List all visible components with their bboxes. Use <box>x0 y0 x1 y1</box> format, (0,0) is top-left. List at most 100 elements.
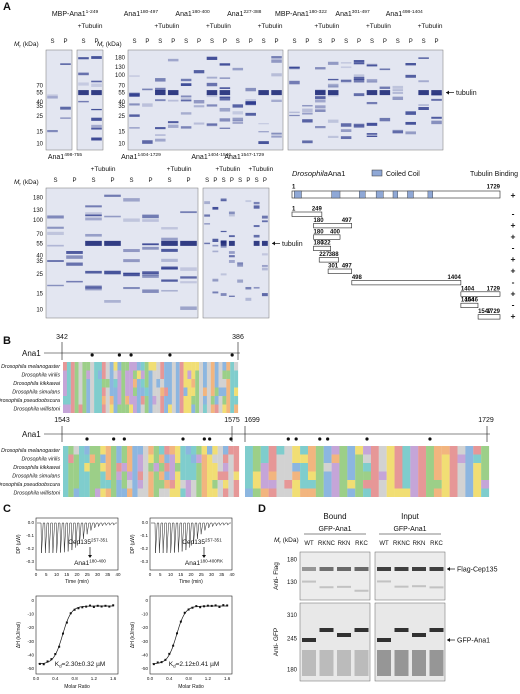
binding-sign-part: - <box>512 277 515 287</box>
marker-label-part: 25 <box>118 114 125 120</box>
alignment-cell <box>449 463 458 472</box>
axis-title-part: Molar Ratio <box>64 684 90 690</box>
blot-smear <box>319 650 334 676</box>
gel-band <box>129 127 140 129</box>
alignment-cell <box>207 471 213 480</box>
lane-label-part: RKC <box>430 541 443 547</box>
gel-band <box>78 82 89 86</box>
alignment-cell <box>109 370 114 379</box>
alignment-cell <box>218 404 223 413</box>
alignment-cell <box>143 471 149 480</box>
tick-label: 1.2 <box>205 676 212 681</box>
alignment-cell <box>100 454 106 463</box>
gel-band <box>245 101 256 106</box>
alignment-cell <box>160 387 165 396</box>
alignment-cell <box>73 463 80 472</box>
legend-label: Coiled Coil <box>386 171 420 178</box>
alignment-cell <box>89 480 96 489</box>
alignment-cell <box>136 370 141 379</box>
alignment-cell <box>121 370 126 379</box>
alignment-cell <box>433 488 442 497</box>
axis-title-part: Molar Ratio <box>178 684 204 690</box>
alignment-cell <box>136 387 141 396</box>
alignment-cell <box>171 370 176 379</box>
gel-band <box>180 99 192 102</box>
isotherm-point <box>164 658 167 661</box>
gel-band <box>392 96 404 101</box>
alignment-cell <box>370 480 379 489</box>
tick-label-part: 30 <box>95 572 101 577</box>
blot-band <box>337 633 351 637</box>
alignment-cell <box>218 362 223 371</box>
blot-band <box>394 628 409 632</box>
tick-label: 35 <box>105 572 111 577</box>
alignment-cell <box>245 446 253 455</box>
alignment-cell <box>148 454 154 463</box>
blot-band <box>377 580 391 583</box>
alignment-cell <box>125 387 130 396</box>
gel-band <box>245 200 252 203</box>
alignment-cell <box>206 404 211 413</box>
alignment-cell <box>187 362 192 371</box>
lane-label: S <box>292 39 296 45</box>
residue: 1404 <box>448 275 462 281</box>
lane-label: P <box>213 178 217 184</box>
gel-band <box>104 300 121 303</box>
alignment-cell <box>268 480 277 489</box>
alignment-cell <box>292 480 301 489</box>
binding-sign: + <box>511 254 516 264</box>
tick-label: 1.6 <box>110 676 117 681</box>
protein-label-part: Ana1 <box>22 349 41 358</box>
tick-label-part: 25 <box>85 572 91 577</box>
alignment-cell <box>148 463 154 472</box>
isotherm-point <box>210 604 213 607</box>
alignment-cell <box>473 463 482 472</box>
alignment-cell <box>223 446 229 455</box>
gel-band <box>405 121 416 125</box>
lane-label-part: S <box>255 178 259 184</box>
alignment-cell <box>201 471 208 480</box>
residue-part: 388 <box>329 252 340 258</box>
alignment-cell <box>175 488 181 497</box>
gel-band <box>258 141 269 145</box>
alignment-cell <box>136 404 141 413</box>
residue: 1546 <box>465 298 479 304</box>
isotherm-point <box>183 611 186 614</box>
mr-label-part: (kDa) <box>21 179 39 186</box>
tick-label-part: 0.0 <box>28 520 35 525</box>
panel-label-part: C <box>3 503 11 515</box>
conserved-dot <box>117 353 121 357</box>
gel-band <box>392 130 404 134</box>
tubulin-band <box>180 240 197 246</box>
construct-title-part: Ana1 <box>175 11 191 18</box>
alignment-cell <box>95 488 101 497</box>
gel-band <box>85 205 102 208</box>
alignment-cell <box>457 471 466 480</box>
gel-band <box>129 103 140 106</box>
alignment-cell <box>175 396 180 405</box>
alignment-cell <box>105 362 110 371</box>
conserved-dot <box>181 437 185 441</box>
itc-analyte-part: 180-400RK <box>200 558 223 563</box>
alignment-cell <box>206 379 211 388</box>
residue-part: 1547 <box>478 309 492 315</box>
tubulin-band <box>258 90 269 96</box>
alignment-cell <box>206 362 211 371</box>
isotherm-point <box>168 652 171 655</box>
isotherm-point <box>38 662 41 665</box>
alignment-cell <box>300 471 309 480</box>
gel-band <box>155 87 166 92</box>
alignment-cell <box>153 463 160 472</box>
conserved-dot <box>229 437 233 441</box>
gel-band <box>142 272 159 276</box>
alignment-cell <box>234 404 239 413</box>
alignment-cell <box>276 454 285 463</box>
gel-band <box>219 63 231 66</box>
lane-label-part: P <box>230 178 234 184</box>
lane-label-part: P <box>148 178 152 184</box>
alignment-cell <box>74 396 79 405</box>
alignment-cell <box>418 471 427 480</box>
gel-band <box>327 93 339 97</box>
species-name-part: Drosophila willistoni <box>13 407 60 413</box>
